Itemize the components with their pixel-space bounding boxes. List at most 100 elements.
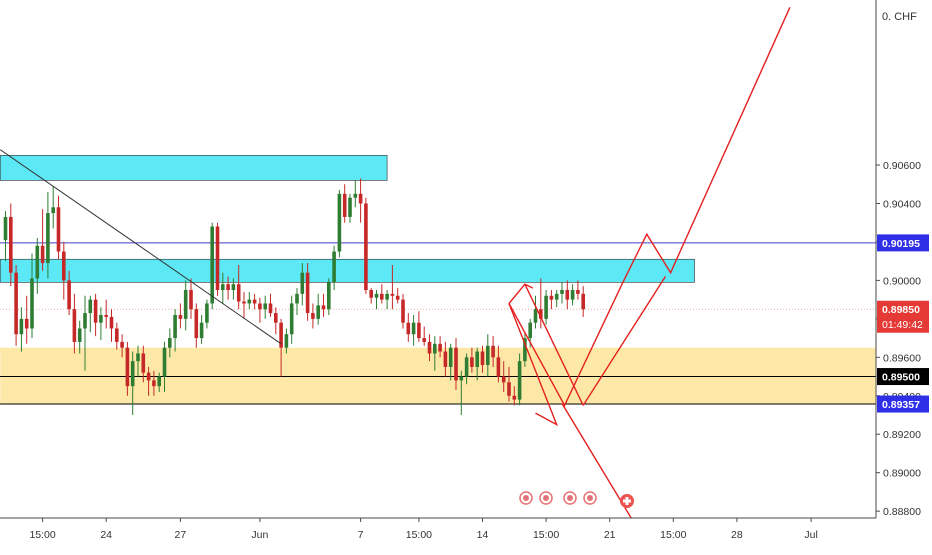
candle bbox=[406, 313, 411, 342]
candle bbox=[475, 347, 479, 381]
candle-body bbox=[109, 316, 114, 329]
candle bbox=[152, 370, 156, 396]
candle-body bbox=[141, 353, 146, 373]
candle bbox=[120, 334, 124, 358]
candle bbox=[221, 272, 225, 304]
candle bbox=[88, 295, 93, 333]
price-tag-label: 0.89850 bbox=[882, 304, 920, 316]
currency-label: 0. CHF bbox=[882, 11, 917, 23]
candle-body bbox=[289, 303, 294, 335]
candle bbox=[284, 328, 289, 354]
candle-body bbox=[284, 334, 289, 348]
candle-body bbox=[189, 290, 193, 310]
candle-body bbox=[242, 301, 246, 304]
candle bbox=[433, 336, 437, 371]
candle bbox=[157, 372, 161, 392]
candle-body bbox=[475, 351, 479, 367]
candle bbox=[104, 299, 108, 329]
candle bbox=[125, 341, 130, 396]
candle-body bbox=[99, 315, 103, 323]
candle bbox=[99, 307, 103, 340]
candle-body bbox=[395, 295, 400, 300]
candle-body bbox=[539, 309, 543, 319]
candle bbox=[168, 328, 172, 358]
candle bbox=[19, 307, 24, 352]
candle bbox=[332, 245, 336, 290]
candle-body bbox=[321, 305, 326, 310]
candle-body bbox=[565, 290, 570, 300]
candle bbox=[247, 291, 252, 310]
candle bbox=[353, 180, 358, 208]
price-tag-label: 0.89357 bbox=[882, 399, 920, 411]
candle bbox=[581, 286, 585, 317]
candle-body bbox=[448, 347, 453, 367]
candle bbox=[576, 280, 580, 300]
candle bbox=[427, 334, 432, 362]
candle bbox=[183, 280, 188, 331]
candle-body bbox=[236, 284, 241, 302]
candle-body bbox=[279, 322, 283, 348]
price-axis[interactable]: 0.906000.904000.902000.900000.898000.896… bbox=[875, 0, 932, 550]
candle bbox=[258, 297, 262, 323]
price-tag-bg bbox=[877, 368, 929, 386]
time-tick-label: 15:00 bbox=[406, 529, 432, 541]
projection-path-0 bbox=[508, 303, 559, 427]
candle bbox=[231, 278, 236, 300]
price-tick-label: 0.89600 bbox=[883, 352, 921, 364]
candle-body bbox=[390, 293, 395, 296]
candle bbox=[311, 303, 315, 329]
candle bbox=[300, 263, 305, 306]
candle-body bbox=[470, 357, 474, 367]
candle-body bbox=[369, 290, 373, 298]
candle bbox=[554, 290, 559, 308]
projection-path-3 bbox=[508, 7, 791, 407]
candle bbox=[162, 341, 167, 392]
candle bbox=[342, 184, 347, 223]
candle bbox=[9, 203, 13, 287]
candle-body bbox=[486, 345, 490, 365]
candle-body bbox=[3, 216, 8, 240]
candle-body bbox=[56, 207, 61, 252]
candle bbox=[486, 334, 490, 377]
candle bbox=[289, 295, 294, 344]
candle-body bbox=[35, 245, 40, 279]
candle-body bbox=[496, 357, 501, 377]
candle-body bbox=[459, 376, 464, 381]
flag-dot-icon bbox=[587, 495, 593, 501]
candle-body bbox=[560, 290, 564, 294]
candle-body bbox=[215, 226, 220, 290]
candle bbox=[369, 288, 373, 304]
candle bbox=[194, 303, 199, 348]
candle bbox=[533, 295, 538, 329]
price-tag: 0.89357 bbox=[877, 395, 929, 413]
candle bbox=[35, 238, 40, 294]
candle bbox=[385, 290, 389, 310]
time-tick-label: Jun bbox=[251, 529, 268, 541]
candle bbox=[268, 293, 273, 317]
price-axis-bg bbox=[876, 0, 932, 550]
trendline bbox=[0, 149, 282, 345]
candle-body bbox=[136, 353, 140, 362]
price-tick-label: 0.90600 bbox=[883, 160, 921, 172]
candle bbox=[549, 290, 554, 310]
time-tick-label: 24 bbox=[100, 529, 112, 541]
candle-body bbox=[162, 347, 167, 377]
price-tag-bg bbox=[877, 395, 929, 413]
zone-0 bbox=[0, 155, 388, 181]
time-tick-label: 7 bbox=[358, 529, 364, 541]
price-tag: 0.89500 bbox=[877, 368, 929, 386]
candle-body bbox=[210, 226, 214, 304]
candle-body bbox=[417, 322, 421, 339]
candle-body bbox=[183, 290, 188, 319]
candle-body bbox=[115, 328, 119, 342]
candle bbox=[544, 290, 548, 325]
candle-body bbox=[517, 361, 522, 400]
candle bbox=[146, 366, 151, 396]
candle-body bbox=[205, 303, 209, 323]
candle bbox=[263, 295, 267, 319]
drawings-layer bbox=[0, 7, 791, 545]
time-axis[interactable]: 15:00 24 27 Jun 7 15:00 14 15:00 21 15:00 28 Jul bbox=[0, 517, 932, 550]
price-tick-label: 0.89000 bbox=[883, 468, 921, 480]
